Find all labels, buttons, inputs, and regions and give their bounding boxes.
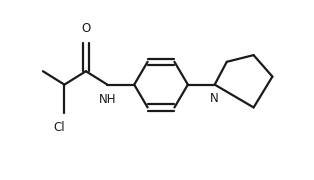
Text: O: O [81,22,90,35]
Text: NH: NH [99,93,116,106]
Text: Cl: Cl [54,121,65,134]
Text: N: N [210,92,219,105]
